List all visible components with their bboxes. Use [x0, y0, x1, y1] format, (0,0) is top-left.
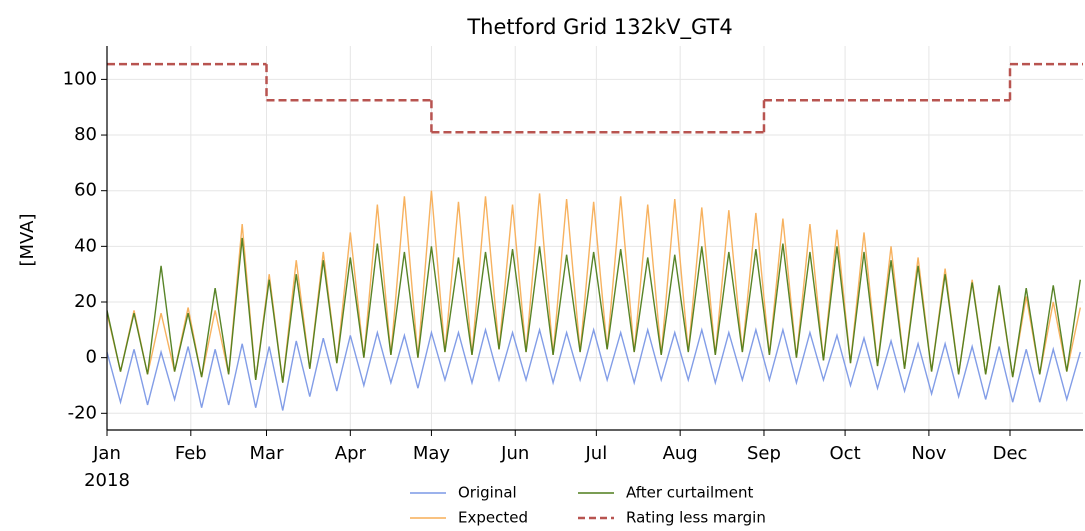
legend-label: Rating less margin [626, 509, 766, 527]
x-tick-label: Dec [993, 443, 1028, 464]
series-line [107, 327, 1081, 411]
x-tick-label: Mar [250, 443, 285, 464]
legend-label: Original [458, 484, 517, 502]
y-tick-label: 20 [74, 291, 97, 312]
y-tick-label: 0 [86, 347, 97, 368]
y-tick-label: 60 [74, 180, 97, 201]
x-tick-label: Jul [584, 443, 607, 464]
y-tick-label: 80 [74, 124, 97, 145]
x-tick-label: Sep [747, 443, 781, 464]
y-tick-label: -20 [68, 402, 97, 423]
series-line [107, 190, 1081, 383]
x-tick-label: Jun [500, 443, 529, 464]
legend-label: Expected [458, 509, 528, 527]
y-tick-label: 40 [74, 235, 97, 256]
chart-title: Thetford Grid 132kV_GT4 [466, 15, 732, 40]
x-tick-label: May [413, 443, 451, 464]
x-tick-label: Apr [335, 443, 367, 464]
y-axis-label: [MVA] [17, 213, 38, 266]
x-tick-label: Jan [92, 443, 121, 464]
x-tick-label: Aug [663, 443, 698, 464]
x-tick-label: Feb [175, 443, 207, 464]
y-tick-label: 100 [63, 68, 97, 89]
x-tick-sublabel: 2018 [84, 470, 130, 491]
x-tick-label: Nov [911, 443, 946, 464]
series-line [107, 237, 1081, 383]
x-tick-label: Oct [830, 443, 861, 464]
legend-label: After curtailment [626, 484, 753, 502]
